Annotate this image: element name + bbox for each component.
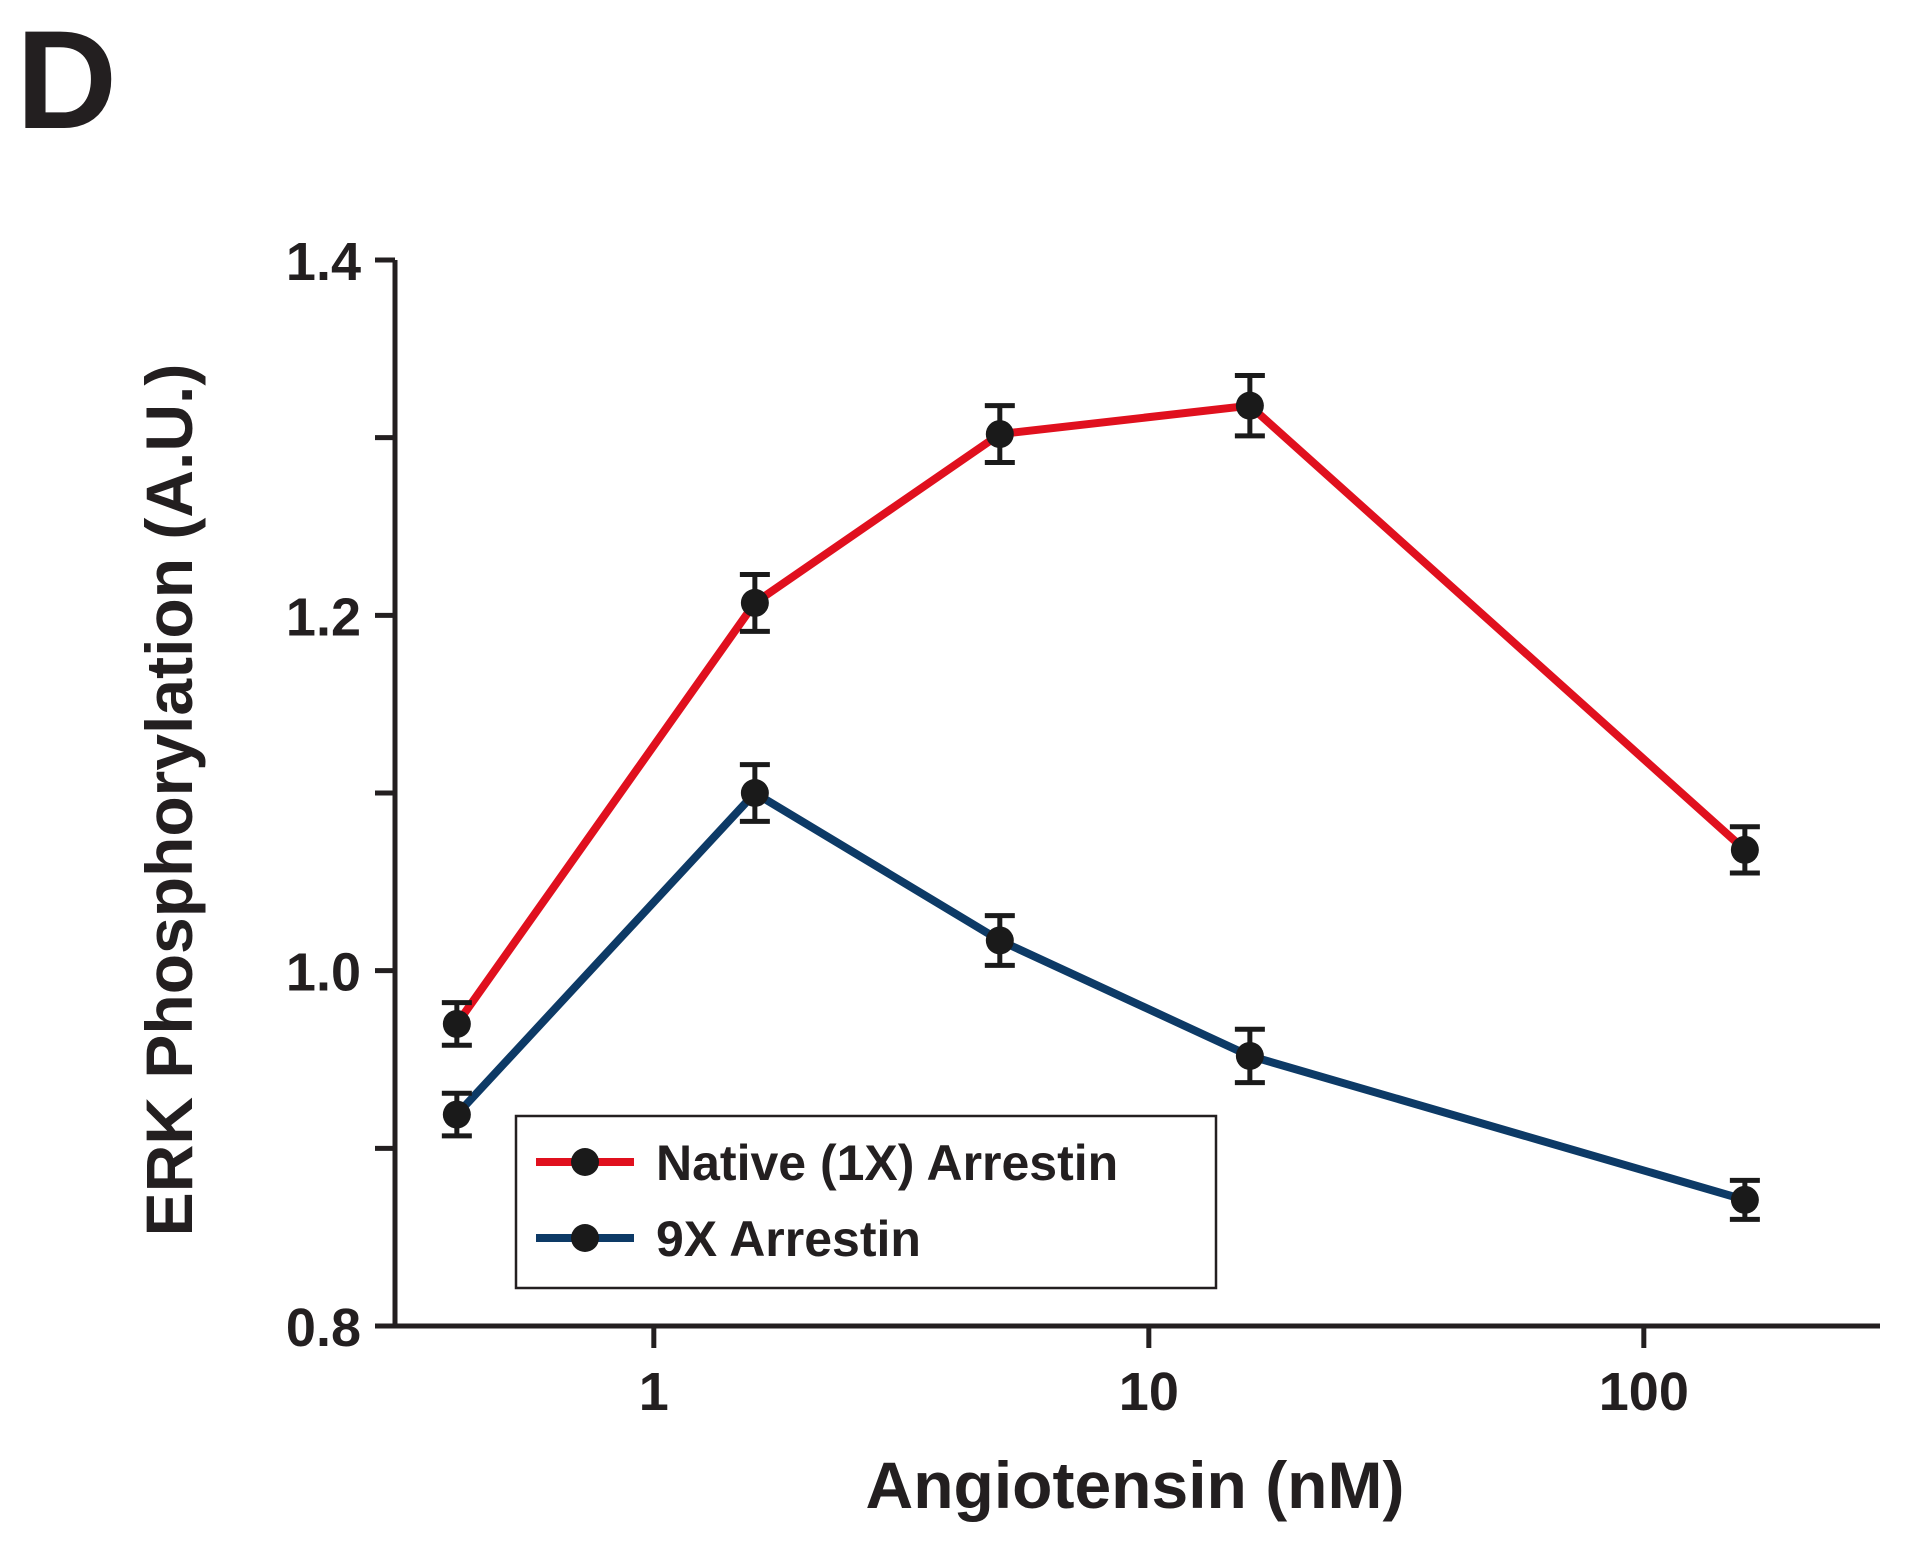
x-tick-label: 1 xyxy=(639,1362,669,1422)
x-tick-label: 10 xyxy=(1119,1362,1179,1422)
legend-label: 9X Arrestin xyxy=(656,1211,921,1267)
x-axis-title: Angiotensin (nM) xyxy=(866,1448,1405,1522)
legend-item-1: Native (1X) Arrestin xyxy=(536,1135,1118,1191)
data-point xyxy=(442,1100,471,1129)
panel-label: D xyxy=(16,1,117,158)
data-point xyxy=(1730,835,1759,864)
data-point xyxy=(442,1009,471,1038)
legend-label: Native (1X) Arrestin xyxy=(656,1135,1118,1191)
legend-item-2: 9X Arrestin xyxy=(536,1211,921,1267)
series-1 xyxy=(441,372,1760,1048)
y-axis-title: ERK Phosphorylation (A.U.) xyxy=(132,364,206,1237)
legend-swatch-marker xyxy=(571,1224,599,1252)
y-tick-label: 1.2 xyxy=(286,587,361,647)
series-line xyxy=(453,401,1748,1027)
data-point xyxy=(985,926,1014,955)
y-tick-label: 0.8 xyxy=(286,1298,361,1358)
legend-box xyxy=(514,1114,1218,1290)
data-point xyxy=(1235,391,1264,420)
series-2 xyxy=(441,762,1760,1222)
legend-swatch-marker xyxy=(571,1148,599,1176)
data-point xyxy=(740,588,769,617)
series-layer xyxy=(441,372,1760,1222)
data-point xyxy=(740,779,769,807)
data-point xyxy=(1235,1041,1264,1070)
legend: Native (1X) Arrestin 9X Arrestin xyxy=(514,1114,1218,1290)
data-point xyxy=(985,420,1014,449)
x-tick-label: 100 xyxy=(1599,1362,1689,1422)
y-tick-label: 1.4 xyxy=(286,232,361,292)
data-point xyxy=(1730,1185,1759,1214)
x-axis-ticks: 1 10 100 xyxy=(639,1326,1689,1422)
y-axis-ticks: 0.8 1.0 1.2 1.4 xyxy=(286,232,395,1358)
y-tick-label: 1.0 xyxy=(286,943,361,1003)
